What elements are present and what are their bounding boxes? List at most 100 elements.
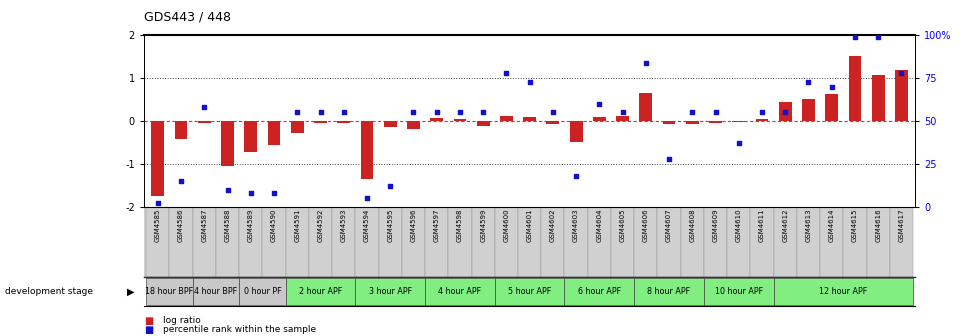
Bar <box>593 117 605 121</box>
Point <box>382 183 398 189</box>
Bar <box>355 278 424 305</box>
Text: 18 hour BPF: 18 hour BPF <box>146 287 194 296</box>
Bar <box>564 207 587 277</box>
Text: GSM4604: GSM4604 <box>596 209 601 242</box>
Text: 3 hour APF: 3 hour APF <box>369 287 412 296</box>
Text: GSM4589: GSM4589 <box>247 209 253 242</box>
Point <box>731 140 746 146</box>
Text: ▶: ▶ <box>127 287 135 296</box>
Bar <box>216 207 239 277</box>
Text: GSM4603: GSM4603 <box>572 209 579 242</box>
Text: GSM4592: GSM4592 <box>317 209 323 242</box>
Bar <box>889 207 912 277</box>
Bar <box>494 278 564 305</box>
Text: GSM4617: GSM4617 <box>898 209 904 242</box>
Point <box>498 70 513 76</box>
Bar <box>169 207 193 277</box>
Text: GSM4602: GSM4602 <box>550 209 556 242</box>
Point <box>219 187 235 192</box>
Bar <box>749 207 773 277</box>
Bar <box>610 207 634 277</box>
Bar <box>314 121 327 123</box>
Point <box>684 110 699 115</box>
Text: GSM4609: GSM4609 <box>712 209 718 242</box>
Point <box>475 110 491 115</box>
Bar <box>634 278 703 305</box>
Bar <box>448 207 471 277</box>
Bar <box>239 278 286 305</box>
Point <box>312 110 328 115</box>
Bar <box>587 207 610 277</box>
Text: GSM4590: GSM4590 <box>271 209 277 242</box>
Bar <box>546 121 558 124</box>
Point <box>359 196 375 201</box>
Bar <box>517 207 541 277</box>
Bar <box>146 207 169 277</box>
Bar <box>708 121 721 123</box>
Text: GSM4610: GSM4610 <box>735 209 741 242</box>
Bar <box>383 121 396 127</box>
Bar <box>198 121 210 123</box>
Text: GSM4607: GSM4607 <box>665 209 671 242</box>
Point <box>893 70 909 76</box>
Bar <box>662 121 675 124</box>
Bar <box>796 207 820 277</box>
Point <box>800 79 816 84</box>
Point <box>869 34 885 40</box>
Bar <box>401 207 424 277</box>
Bar <box>332 207 355 277</box>
Point <box>823 84 839 89</box>
Bar <box>355 207 378 277</box>
Text: GSM4601: GSM4601 <box>526 209 532 242</box>
Bar <box>193 278 239 305</box>
Text: GSM4586: GSM4586 <box>178 209 184 242</box>
Bar <box>378 207 401 277</box>
Bar <box>453 119 466 121</box>
Bar <box>778 102 791 121</box>
Text: 2 hour APF: 2 hour APF <box>298 287 341 296</box>
Point <box>243 190 258 196</box>
Bar <box>703 278 773 305</box>
Point <box>428 110 444 115</box>
Text: GSM4600: GSM4600 <box>503 209 509 242</box>
Bar <box>801 99 814 121</box>
Bar <box>309 207 332 277</box>
Bar <box>152 121 164 196</box>
Bar <box>773 278 912 305</box>
Text: 12 hour APF: 12 hour APF <box>819 287 867 296</box>
Point <box>266 190 282 196</box>
Bar <box>500 116 512 121</box>
Point <box>173 178 189 183</box>
Bar <box>262 207 286 277</box>
Bar <box>634 207 657 277</box>
Text: 4 hour BPF: 4 hour BPF <box>195 287 238 296</box>
Text: development stage: development stage <box>5 287 93 296</box>
Text: GSM4614: GSM4614 <box>827 209 834 242</box>
Text: 0 hour PF: 0 hour PF <box>244 287 281 296</box>
Bar <box>541 207 564 277</box>
Point <box>452 110 467 115</box>
Text: GDS443 / 448: GDS443 / 448 <box>144 10 231 23</box>
Bar <box>727 207 749 277</box>
Bar <box>522 117 536 121</box>
Bar <box>773 207 796 277</box>
Point <box>638 60 653 66</box>
Bar <box>755 119 768 121</box>
Bar <box>564 278 634 305</box>
Text: 5 hour APF: 5 hour APF <box>508 287 551 296</box>
Point <box>567 173 583 178</box>
Bar <box>337 121 350 123</box>
Text: GSM4605: GSM4605 <box>619 209 625 242</box>
Bar <box>569 121 582 141</box>
Bar <box>239 207 262 277</box>
Point <box>405 110 421 115</box>
Bar <box>820 207 842 277</box>
Text: GSM4612: GSM4612 <box>781 209 787 242</box>
Text: GSM4597: GSM4597 <box>433 209 439 242</box>
Text: GSM4608: GSM4608 <box>689 209 694 242</box>
Bar <box>615 116 628 121</box>
Text: 6 hour APF: 6 hour APF <box>577 287 620 296</box>
Text: GSM4606: GSM4606 <box>643 209 648 242</box>
Point <box>753 110 769 115</box>
Point <box>660 156 676 161</box>
